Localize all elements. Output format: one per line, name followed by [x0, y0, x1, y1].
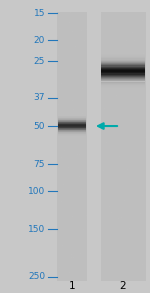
Bar: [101, 61, 145, 62]
Bar: [101, 65, 145, 67]
Text: 250: 250: [28, 272, 45, 281]
Bar: [58, 134, 86, 135]
Bar: [101, 71, 145, 72]
Text: 100: 100: [28, 187, 45, 195]
Bar: [101, 75, 145, 76]
Bar: [58, 120, 86, 121]
Bar: [101, 77, 145, 78]
Text: 1: 1: [69, 281, 75, 291]
Text: 15: 15: [33, 9, 45, 18]
Bar: [101, 79, 145, 80]
Text: 25: 25: [34, 57, 45, 66]
Bar: [58, 132, 86, 133]
Bar: [101, 56, 145, 57]
Bar: [58, 117, 86, 118]
Bar: [101, 55, 145, 56]
Bar: [101, 78, 145, 79]
Bar: [101, 62, 145, 63]
Bar: [101, 54, 145, 55]
Bar: [101, 57, 145, 58]
Bar: [58, 129, 86, 130]
Bar: [58, 135, 86, 136]
Bar: [58, 128, 86, 129]
Bar: [58, 130, 86, 131]
Text: 75: 75: [33, 159, 45, 168]
Text: 150: 150: [28, 224, 45, 234]
Bar: [101, 80, 145, 81]
Bar: [101, 87, 145, 88]
Bar: [101, 67, 145, 68]
Bar: [58, 125, 86, 126]
Bar: [101, 81, 145, 83]
Text: 2: 2: [120, 281, 126, 291]
Bar: [58, 133, 86, 134]
Bar: [58, 123, 86, 124]
Bar: [101, 70, 145, 71]
Bar: [58, 116, 86, 117]
Bar: [101, 69, 145, 70]
Bar: [101, 76, 145, 77]
Bar: [58, 131, 86, 132]
Text: 20: 20: [34, 36, 45, 45]
Bar: [101, 60, 145, 61]
Bar: [101, 68, 145, 69]
Bar: [57, 12, 87, 281]
Bar: [58, 126, 86, 127]
Bar: [58, 118, 86, 119]
Bar: [101, 83, 145, 84]
Bar: [58, 122, 86, 123]
Text: 50: 50: [33, 122, 45, 131]
Bar: [101, 85, 145, 86]
Bar: [101, 84, 145, 85]
Bar: [101, 64, 145, 65]
Bar: [101, 72, 145, 74]
Bar: [101, 63, 145, 64]
Bar: [58, 119, 86, 120]
Bar: [58, 127, 86, 128]
Bar: [100, 12, 146, 281]
Text: 37: 37: [33, 93, 45, 102]
Bar: [58, 121, 86, 122]
Bar: [101, 86, 145, 87]
